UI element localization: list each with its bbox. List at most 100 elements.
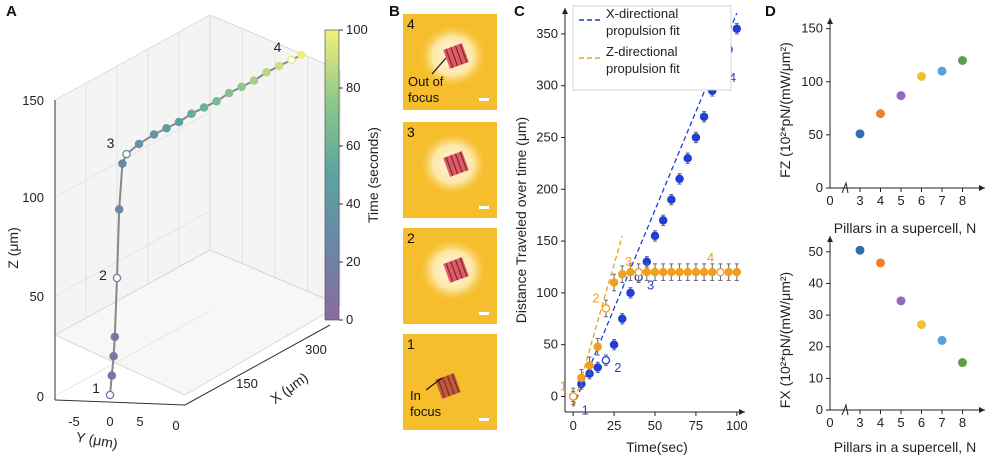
- z-tick-label: 0: [37, 389, 44, 404]
- d-x-tick-label: 4: [877, 193, 884, 208]
- trajectory-point: [105, 390, 115, 400]
- trajectory-point: [297, 50, 306, 60]
- fit-line: [572, 235, 623, 407]
- d-y-arrow: [827, 236, 833, 242]
- z-tick-label: 50: [30, 289, 44, 304]
- trajectory-marker-label: 2: [99, 267, 107, 283]
- marker-label: 3: [625, 254, 632, 269]
- grid-line: [54, 310, 211, 397]
- scale-bar: [479, 312, 489, 315]
- particle-stripe: [445, 156, 454, 176]
- axis-break: [841, 181, 849, 194]
- c-y-tick-label: 200: [536, 181, 558, 196]
- data-point: [716, 267, 725, 277]
- particle-stripe: [459, 43, 468, 63]
- scale-bar: [479, 206, 489, 209]
- grid-line: [54, 14, 211, 101]
- data-point: [626, 267, 635, 277]
- particle-stripe: [454, 45, 463, 65]
- trajectory-point: [149, 130, 159, 139]
- d-y-tick-label: 20: [809, 339, 823, 354]
- d-x-tick-label: 4: [877, 415, 884, 430]
- particle-stripe: [450, 47, 459, 67]
- trajectory-point: [224, 88, 234, 98]
- floor-pane: [54, 249, 341, 396]
- data-point: [855, 129, 865, 139]
- data-point: [683, 153, 692, 163]
- particle: [435, 373, 461, 399]
- d-y-tick-label: 150: [801, 21, 823, 36]
- data-point: [691, 133, 701, 142]
- trajectory-point: [110, 332, 120, 342]
- data-point: [691, 267, 701, 277]
- c-x-tick-label: 75: [689, 418, 703, 433]
- d-top-x-label: Pillars in a supercell, N: [834, 220, 976, 236]
- trajectory-line: [109, 54, 302, 396]
- c-x-tick-label: 0: [570, 418, 577, 433]
- data-point: [896, 91, 906, 101]
- d-y-arrow: [827, 18, 833, 24]
- colorbar-tick-label: 100: [346, 22, 368, 37]
- particle-stripe: [445, 262, 454, 282]
- note-arrow: [431, 57, 447, 75]
- d-x-tick-label: 5: [897, 415, 904, 430]
- data-point: [626, 288, 635, 298]
- c-y-tick-label: 100: [536, 285, 558, 300]
- data-point: [876, 258, 885, 268]
- particle: [443, 151, 469, 177]
- trajectory-point: [109, 352, 118, 361]
- particle-stripe: [454, 153, 463, 173]
- legend: X-directional propulsion fit Z-direction…: [572, 5, 732, 91]
- d-x-arrow: [979, 185, 985, 191]
- d-x-tick-label: 3: [856, 193, 863, 208]
- marker-label: 3: [647, 277, 654, 292]
- c-y-tick-label: 50: [544, 337, 558, 352]
- note-out-2: focus: [408, 90, 440, 105]
- d-top-y-label: FZ (10²*pN/(mW/μm²): [777, 42, 793, 178]
- frame-number: 4: [407, 16, 415, 32]
- data-point: [650, 231, 660, 241]
- data-point: [708, 267, 717, 277]
- colorbar-tick-label: 20: [346, 254, 360, 269]
- x-axis: [184, 324, 331, 406]
- colorbar-tick-label: 0: [346, 312, 353, 327]
- trajectory-point: [134, 139, 144, 149]
- particle: [443, 257, 469, 283]
- frame-number: 2: [407, 230, 415, 246]
- c-x-arrow: [739, 409, 745, 415]
- data-point: [593, 342, 602, 351]
- data-point: [618, 314, 627, 324]
- d-y-tick-label: 0: [816, 402, 823, 417]
- c-y-tick-label: 350: [536, 26, 558, 41]
- c-y-tick-label: 150: [536, 233, 558, 248]
- marker-label: 1: [560, 378, 567, 393]
- trajectory-point: [199, 103, 209, 112]
- data-point: [896, 296, 906, 306]
- data-point: [667, 267, 676, 277]
- y-axis: [54, 399, 186, 406]
- data-point: [917, 320, 926, 330]
- scale-bar: [479, 418, 489, 421]
- particle-stripe: [446, 375, 455, 395]
- c-y-tick-label: 0: [551, 388, 558, 403]
- data-point: [642, 267, 652, 277]
- particle-stripe: [437, 378, 446, 398]
- d-x-tick-label: 7: [938, 415, 945, 430]
- data-point: [618, 269, 627, 279]
- data-point: [958, 56, 967, 65]
- y-axis-label: Y (μm): [75, 429, 119, 452]
- d-x-tick-label: 3: [856, 415, 863, 430]
- data-point: [876, 109, 885, 119]
- particle: [443, 43, 469, 69]
- data-point: [601, 304, 611, 313]
- data-point: [855, 245, 865, 255]
- trajectory-point: [162, 124, 171, 133]
- d-x-tick-label: 0: [826, 415, 833, 430]
- d-y-tick-label: 40: [809, 275, 823, 290]
- particle-stripe: [451, 373, 460, 393]
- trajectory-point: [118, 159, 127, 168]
- marker-label: 4: [729, 70, 736, 85]
- d-x-tick-label: 0: [826, 193, 833, 208]
- particle-stripe: [445, 48, 454, 68]
- grid-line: [54, 111, 211, 198]
